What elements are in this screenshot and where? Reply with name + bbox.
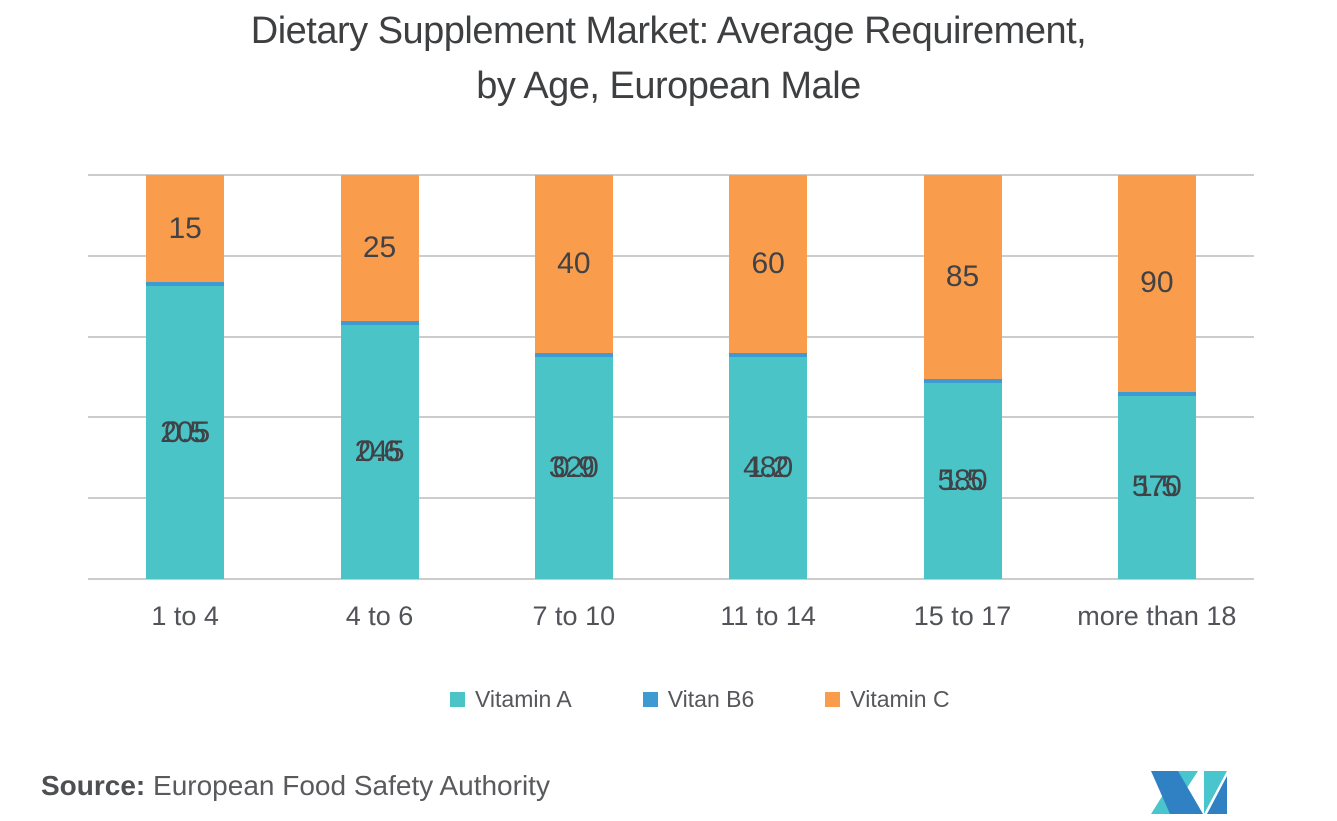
- bar-11-to-14: 60 1.2 480: [729, 175, 808, 579]
- chart-title-line2: by Age, European Male: [476, 65, 861, 107]
- value-label: 0.9: [552, 450, 595, 484]
- segment-vitan-b6: [534, 352, 613, 357]
- legend-swatch: [825, 692, 841, 707]
- x-axis-label-4-to-6: 4 to 6: [345, 601, 414, 631]
- bar-15-to-17: 85 1.5 580: [923, 175, 1002, 579]
- value-label: 570: [1131, 470, 1182, 504]
- value-label: 25: [362, 230, 397, 264]
- bar-1-to-4: 15 0.5 205: [146, 175, 225, 579]
- value-label: 480: [743, 450, 794, 484]
- value-label: 1.5: [941, 464, 984, 498]
- segment-vitamin-c: 60: [729, 175, 808, 353]
- value-label: 90: [1140, 266, 1174, 300]
- value-label: 245: [354, 434, 405, 468]
- segment-vitan-b6: [1117, 391, 1196, 396]
- x-axis-label-15-to-17: 15 to 17: [913, 601, 1012, 631]
- x-axis-label-7-to-10: 7 to 10: [532, 601, 616, 631]
- legend: Vitamin A Vitan B6 Vitamin C: [450, 686, 950, 713]
- value-label: 15: [168, 211, 202, 245]
- chart-title: Dietary Supplement Market: Average Requi…: [0, 4, 1337, 114]
- segment-vitamin-c: 15: [146, 175, 225, 283]
- legend-swatch: [642, 692, 658, 707]
- x-axis: 1 to 4 4 to 6 7 to 10 11 to 14 15 to 17 more …: [0, 601, 1337, 631]
- value-label: 0.5: [164, 415, 207, 449]
- legend-swatch: [450, 692, 465, 707]
- plot-area: 15 0.5 205 25 0.6 245 40 0.9 320 60 1.2 480 85 1.5 580…: [88, 174, 1254, 580]
- value-label: 60: [751, 246, 785, 280]
- value-label: 205: [160, 415, 211, 449]
- segment-vitamin-a: 0.6 245: [340, 324, 419, 579]
- value-label: 580: [937, 464, 988, 498]
- source-label: Source:: [41, 770, 146, 801]
- segment-vitamin-a: 0.9 320: [534, 356, 613, 579]
- legend-label: Vitamin C: [850, 686, 950, 712]
- segment-vitamin-a: 1.5 570: [1117, 395, 1196, 579]
- legend-label: Vitamin A: [475, 686, 572, 712]
- legend-item-vitamin-a: Vitamin A: [450, 686, 572, 713]
- segment-vitan-b6: [729, 352, 808, 357]
- x-axis-label-more-than-18: more than 18: [1077, 601, 1237, 631]
- value-label: 85: [945, 260, 980, 293]
- mordor-intelligence-logo: [1151, 771, 1227, 814]
- x-axis-label-11-to-14: 11 to 14: [720, 601, 816, 631]
- value-label: 1.5: [1135, 470, 1178, 504]
- segment-vitan-b6: [146, 282, 225, 287]
- segment-vitan-b6: [923, 379, 1002, 384]
- segment-vitamin-c: 90: [1117, 175, 1196, 392]
- value-label: 320: [548, 450, 599, 484]
- x-axis-label-1-to-4: 1 to 4: [151, 601, 219, 631]
- segment-vitamin-a: 1.5 580: [923, 383, 1002, 579]
- segment-vitamin-a: 0.5 205: [146, 286, 225, 579]
- bar-7-to-10: 40 0.9 320: [534, 175, 613, 579]
- gridline: [88, 416, 1254, 419]
- segment-vitamin-a: 1.2 480: [729, 356, 808, 579]
- segment-vitamin-c: 40: [534, 175, 613, 353]
- value-label: 1.2: [747, 450, 790, 484]
- legend-item-vitamin-c: Vitamin C: [825, 686, 950, 713]
- value-label: 0.6: [358, 434, 401, 468]
- chart-title-line1: Dietary Supplement Market: Average Requi…: [250, 10, 1087, 52]
- source-text: European Food Safety Authority: [145, 770, 550, 801]
- segment-vitamin-c: 25: [340, 175, 419, 321]
- gridline: [88, 174, 1254, 176]
- bar-4-to-6: 25 0.6 245: [340, 175, 419, 579]
- segment-vitan-b6: [340, 320, 419, 325]
- legend-item-vitan-b6: Vitan B6: [642, 686, 755, 713]
- gridline: [88, 578, 1254, 580]
- gridline: [88, 335, 1254, 338]
- value-label: 40: [557, 246, 591, 280]
- source-note: Source: European Food Safety Authority: [41, 770, 550, 802]
- gridline: [88, 254, 1254, 257]
- gridline: [88, 497, 1254, 500]
- segment-vitamin-c: 85: [923, 175, 1002, 380]
- legend-label: Vitan B6: [667, 686, 755, 712]
- bar-more-than-18: 90 1.5 570: [1117, 175, 1196, 579]
